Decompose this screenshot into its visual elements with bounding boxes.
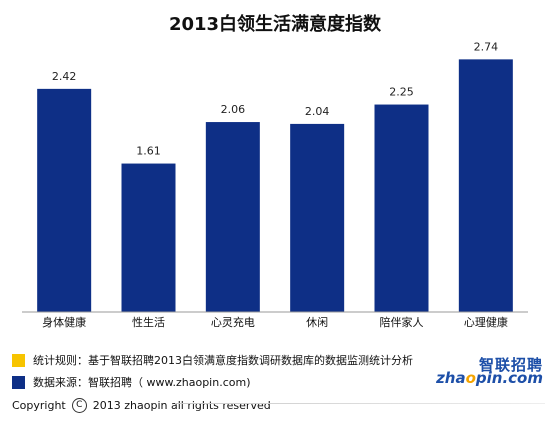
category-label-3: 心灵充电	[211, 315, 255, 329]
copyright-prefix: Copyright	[12, 399, 66, 412]
category-label-5: 陪伴家人	[380, 315, 424, 329]
value-label-1: 2.42	[52, 70, 77, 83]
value-label-3: 2.06	[221, 103, 246, 116]
note-rule: 统计规则：基于智联招聘2013白领满意度指数调研数据库的数据监测统计分析	[12, 352, 413, 368]
value-label-5: 2.25	[389, 86, 414, 99]
category-label-1: 身体健康	[42, 315, 86, 329]
category-label-4: 休闲	[306, 315, 328, 329]
bar-chart: 2.42 身体健康 1.61 性生活 2.06 心灵充电 2.04 休闲 2.25 陪伴家人 2.7…	[22, 40, 528, 329]
note-source-text: 数据来源：智联招聘（ www.zhaopin.com)	[33, 376, 251, 389]
note-rule-text: 统计规则：基于智联招聘2013白领满意度指数调研数据库的数据监测统计分析	[33, 354, 413, 367]
bar-2	[121, 163, 176, 312]
chart-title: 2013白领生活满意度指数	[168, 14, 382, 35]
value-label-2: 1.61	[136, 145, 161, 158]
blue-square-icon	[12, 375, 25, 389]
value-label-6: 2.74	[474, 40, 499, 53]
bar-6	[458, 59, 513, 312]
zhaopin-logo: 智联招聘 zhaopin.com	[430, 354, 545, 394]
bar-5	[374, 104, 429, 312]
note-source: 数据来源：智联招聘（ www.zhaopin.com)	[12, 374, 250, 390]
copyright-icon: C	[71, 398, 87, 413]
copyright-text: 2013 zhaopin all rights reserved	[92, 399, 271, 412]
category-label-6: 心理健康	[464, 315, 508, 329]
yellow-square-icon	[12, 353, 25, 367]
value-label-4: 2.04	[305, 105, 330, 118]
bar-1	[37, 88, 92, 312]
bar-4	[290, 123, 345, 312]
bar-3	[205, 122, 260, 312]
footer-divider	[175, 403, 545, 404]
category-label-2: 性生活	[132, 315, 165, 329]
logo-english: zhaopin.com	[436, 369, 543, 387]
logo-chinese: 智联招聘	[478, 356, 543, 374]
copyright: Copyright C 2013 zhaopin all rights rese…	[12, 398, 271, 413]
